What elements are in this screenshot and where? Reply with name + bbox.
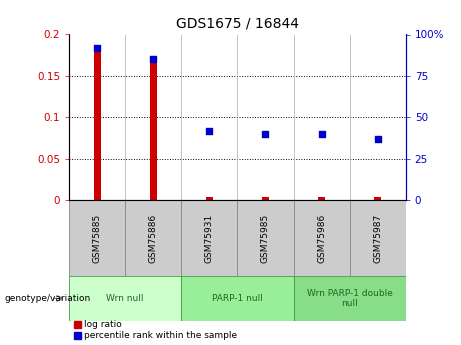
Text: GSM75885: GSM75885: [93, 214, 102, 263]
Point: [94, 45, 101, 50]
Bar: [94, 51, 100, 200]
Text: GSM75987: GSM75987: [373, 214, 382, 263]
Bar: [374, 197, 381, 200]
Point: [318, 131, 325, 137]
Text: Wrn null: Wrn null: [106, 294, 144, 303]
Bar: [206, 197, 213, 200]
Point: [149, 57, 157, 62]
Point: [374, 136, 381, 141]
FancyBboxPatch shape: [294, 200, 349, 276]
Text: GSM75931: GSM75931: [205, 214, 214, 263]
FancyBboxPatch shape: [125, 200, 181, 276]
Title: GDS1675 / 16844: GDS1675 / 16844: [176, 17, 299, 31]
FancyBboxPatch shape: [69, 276, 181, 321]
FancyBboxPatch shape: [69, 200, 125, 276]
Text: GSM75985: GSM75985: [261, 214, 270, 263]
Point: [206, 128, 213, 133]
Legend: log ratio, percentile rank within the sample: log ratio, percentile rank within the sa…: [74, 320, 237, 341]
FancyBboxPatch shape: [181, 276, 294, 321]
Text: Wrn PARP-1 double
null: Wrn PARP-1 double null: [307, 289, 392, 308]
FancyBboxPatch shape: [181, 200, 237, 276]
FancyBboxPatch shape: [349, 200, 406, 276]
FancyBboxPatch shape: [294, 276, 406, 321]
Text: PARP-1 null: PARP-1 null: [212, 294, 263, 303]
Bar: [262, 197, 269, 200]
Text: GSM75886: GSM75886: [149, 214, 158, 263]
Text: GSM75986: GSM75986: [317, 214, 326, 263]
Bar: [318, 197, 325, 200]
FancyBboxPatch shape: [237, 200, 294, 276]
Bar: [150, 63, 157, 200]
Point: [262, 131, 269, 137]
Text: genotype/variation: genotype/variation: [5, 294, 91, 303]
